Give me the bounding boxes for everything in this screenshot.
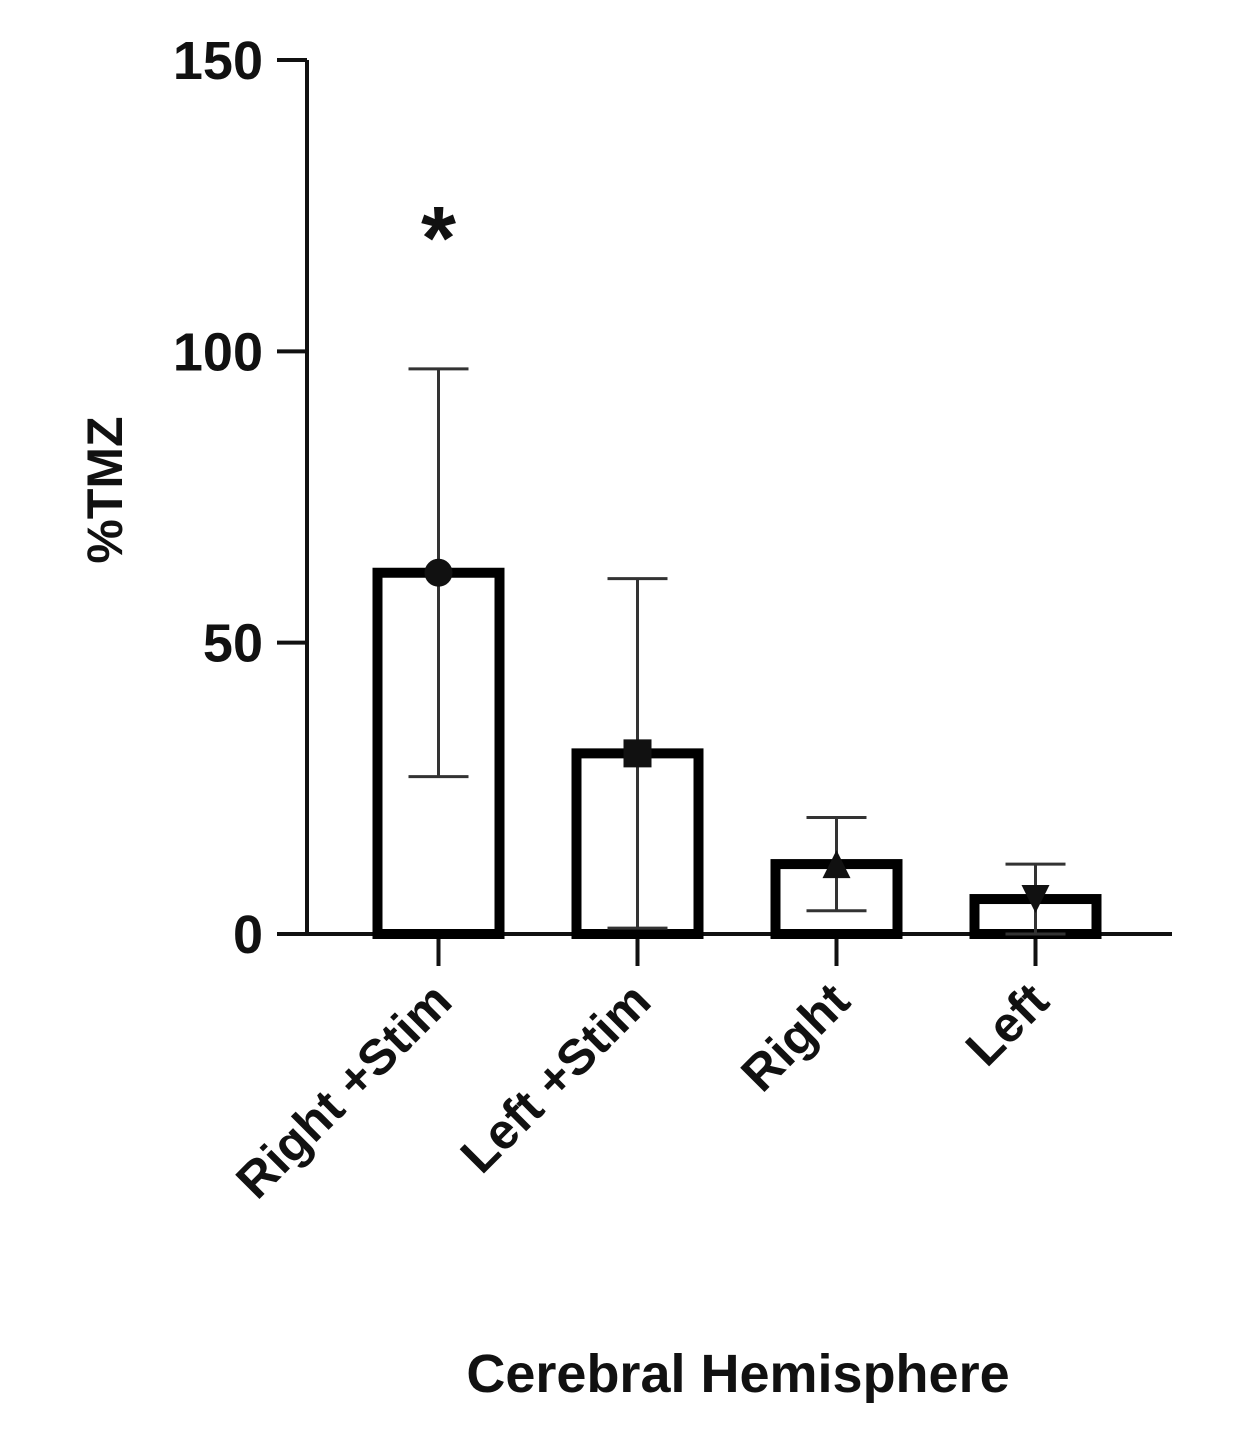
y-tick-label: 50 <box>203 614 263 674</box>
x-axis-title: Cerebral Hemisphere <box>466 1344 1009 1404</box>
y-tick-label: 150 <box>173 31 263 91</box>
y-tick-label: 100 <box>173 322 263 382</box>
x-tick-label: Right <box>730 972 860 1102</box>
y-tick-label: 0 <box>233 905 263 965</box>
marker <box>822 850 851 879</box>
x-tick-label: Left +Stim <box>450 972 661 1183</box>
marker <box>623 739 652 768</box>
x-tick-label: Right +Stim <box>225 972 462 1209</box>
marker <box>424 558 453 587</box>
marker <box>1021 885 1050 914</box>
annotation: * <box>421 189 456 289</box>
x-tick-label: Left <box>955 972 1060 1077</box>
y-axis-title: %TMZ <box>77 416 133 563</box>
